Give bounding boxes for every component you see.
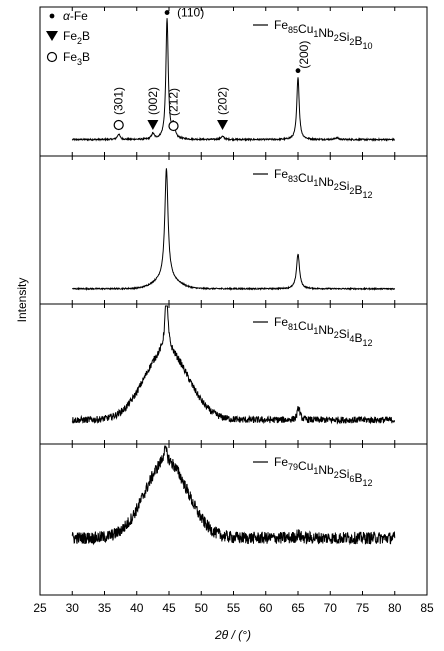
x-tick-label: 75 xyxy=(356,601,370,615)
legend-label-3: Fe81Cu1Nb2Si4B12 xyxy=(274,315,372,348)
x-tick-label: 60 xyxy=(259,601,273,615)
legend-circle-icon xyxy=(46,51,58,63)
legend-phase-label: α-Fe xyxy=(63,9,88,23)
x-tick-label: 40 xyxy=(130,601,144,615)
legend-label-2: Fe83Cu1Nb2Si2B12 xyxy=(274,167,372,200)
panel-2: Fe83Cu1Nb2Si2B12 xyxy=(39,155,428,305)
x-tick-label: 30 xyxy=(66,601,80,615)
x-tick-label: 85 xyxy=(420,601,434,615)
fe2b-marker xyxy=(147,120,159,130)
x-tick-label: 25 xyxy=(33,601,47,615)
panel-4: Fe79Cu1Nb2Si6B12 xyxy=(39,443,428,596)
x-tick-label: 70 xyxy=(324,601,338,615)
x-tick-label: 80 xyxy=(388,601,402,615)
xrd-trace-1 xyxy=(71,18,396,143)
panel-3: Fe81Cu1Nb2Si4B12 xyxy=(39,303,428,445)
xrd-trace-3 xyxy=(71,305,396,425)
legend-triangle-icon xyxy=(46,31,58,41)
panel-1: Fe85Cu1Nb2Si2B10 (110) (200) (301) (002) (212… xyxy=(39,6,428,157)
panels-layer: Fe85Cu1Nb2Si2B10 (110) (200) (301) (002) (212… xyxy=(39,6,428,596)
peak-label: (002) xyxy=(146,87,160,115)
x-tick-labels: 25 30 35 40 45 50 55 60 65 70 75 80 85 xyxy=(33,601,434,615)
peak-label: (110) xyxy=(177,6,204,20)
legend-label-4: Fe79Cu1Nb2Si6B12 xyxy=(274,455,372,488)
y-axis-label: Intensity xyxy=(15,278,29,323)
panel-frame xyxy=(39,155,428,305)
legend-phase-label: Fe3B xyxy=(63,50,90,67)
fe3b-marker xyxy=(113,119,124,131)
x-tick-label: 45 xyxy=(162,601,176,615)
legend-phase-label: Fe2B xyxy=(63,29,90,46)
panel-frame xyxy=(39,6,428,157)
peak-label: (202) xyxy=(216,87,230,115)
x-tick-label: 55 xyxy=(227,601,241,615)
fe2b-marker xyxy=(217,120,229,130)
legend-label-1: Fe85Cu1Nb2Si2B10 xyxy=(274,18,372,51)
peak-label: (212) xyxy=(167,88,181,116)
x-axis-label: 2θ / (°) xyxy=(214,628,251,642)
peak-label: (301) xyxy=(112,87,126,115)
alpha-fe-marker xyxy=(164,10,170,15)
legend-dot-icon xyxy=(49,13,55,19)
x-tick-label: 35 xyxy=(98,601,112,615)
x-tick-label: 50 xyxy=(195,601,209,615)
xrd-trace-2 xyxy=(71,168,396,291)
xrd-trace-4 xyxy=(71,445,396,546)
x-tick-label: 65 xyxy=(291,601,305,615)
panel-frame xyxy=(39,443,428,596)
fe3b-marker xyxy=(168,120,179,132)
phase-legend: α-Fe Fe2B Fe3B xyxy=(46,9,90,67)
peak-label: (200) xyxy=(297,41,311,69)
alpha-fe-marker xyxy=(295,68,301,74)
